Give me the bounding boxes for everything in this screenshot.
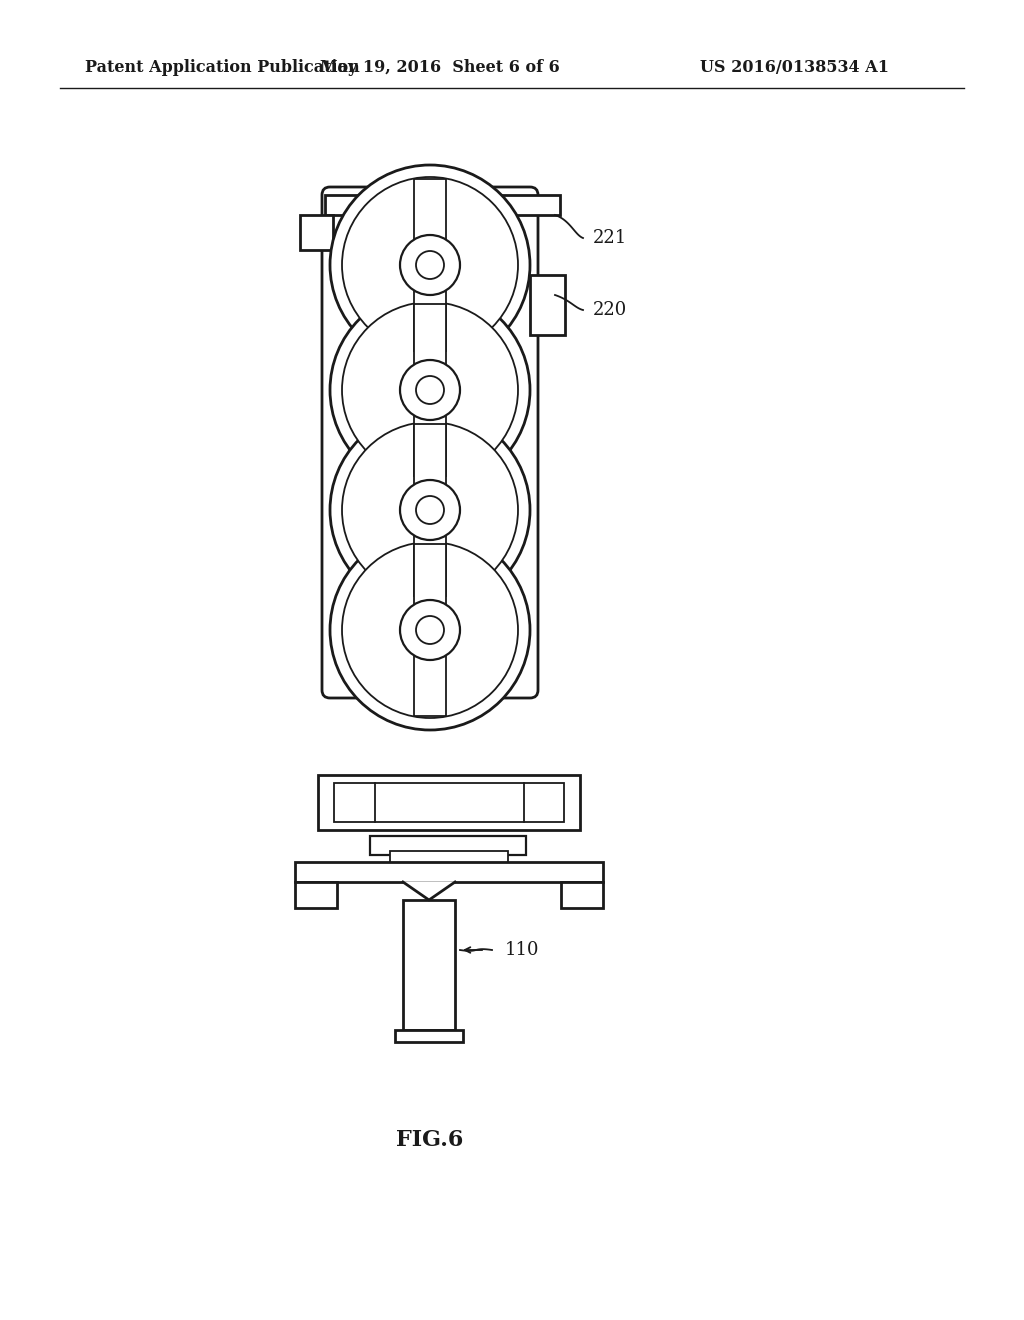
Circle shape: [342, 302, 518, 478]
Bar: [403, 900, 455, 1030]
Bar: [334, 783, 564, 822]
Bar: [390, 851, 508, 862]
Bar: [414, 180, 446, 351]
Bar: [300, 215, 333, 249]
Circle shape: [416, 616, 444, 644]
Bar: [318, 775, 580, 830]
Bar: [370, 836, 526, 855]
Circle shape: [416, 251, 444, 279]
Circle shape: [330, 411, 530, 610]
Bar: [414, 544, 446, 715]
Bar: [414, 424, 446, 597]
Circle shape: [342, 543, 518, 718]
Polygon shape: [403, 882, 455, 900]
Circle shape: [416, 376, 444, 404]
Text: 221: 221: [593, 228, 628, 247]
Bar: [530, 275, 565, 335]
Circle shape: [330, 531, 530, 730]
Bar: [325, 195, 560, 215]
Circle shape: [342, 177, 518, 352]
Bar: [295, 862, 603, 882]
Text: Patent Application Publication: Patent Application Publication: [85, 59, 359, 77]
Circle shape: [330, 290, 530, 490]
Bar: [395, 1030, 463, 1041]
Text: US 2016/0138534 A1: US 2016/0138534 A1: [700, 59, 889, 77]
Circle shape: [400, 480, 460, 540]
Circle shape: [400, 601, 460, 660]
Circle shape: [342, 422, 518, 598]
Circle shape: [400, 360, 460, 420]
Circle shape: [330, 165, 530, 366]
Bar: [295, 882, 337, 908]
Bar: [414, 304, 446, 477]
Text: May 19, 2016  Sheet 6 of 6: May 19, 2016 Sheet 6 of 6: [321, 59, 560, 77]
Text: 110: 110: [505, 941, 540, 960]
Text: FIG.6: FIG.6: [396, 1129, 464, 1151]
Text: 220: 220: [593, 301, 628, 319]
FancyBboxPatch shape: [322, 187, 538, 698]
Circle shape: [400, 235, 460, 294]
Circle shape: [416, 496, 444, 524]
Bar: [561, 882, 603, 908]
